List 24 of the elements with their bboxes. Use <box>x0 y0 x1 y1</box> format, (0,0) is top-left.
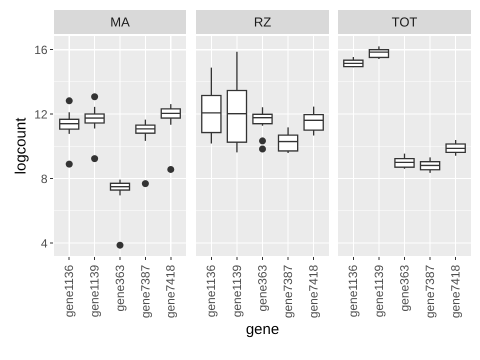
y-tick-label: 16 <box>34 42 48 57</box>
y-tick-label: 4 <box>40 236 48 250</box>
x-tick-label: gene1139 <box>230 264 244 318</box>
x-tick-label: gene1136 <box>62 264 76 318</box>
x-tick-label: gene7387 <box>280 264 295 318</box>
x-tick-label: gene7418 <box>306 264 321 318</box>
x-tick-label: gene7387 <box>422 264 437 318</box>
x-tick-label: gene363 <box>255 264 270 312</box>
x-tick-label: gene1136 <box>204 264 218 318</box>
y-tick-label: 8 <box>40 172 48 186</box>
x-tick-label: gene7387 <box>138 264 152 318</box>
x-tick-label: gene363 <box>397 264 412 312</box>
chart-title: TOT <box>392 14 418 30</box>
x-tick-label: gene1139 <box>372 264 386 318</box>
y-axis-title: logcount <box>12 116 30 174</box>
x-tick-label: gene1139 <box>88 264 102 318</box>
chart-title: MA <box>110 14 130 30</box>
x-tick-label: gene7418 <box>448 264 463 318</box>
y-tick-label: 12 <box>34 107 48 122</box>
x-tick-label: gene7418 <box>164 264 178 318</box>
chart-title: RZ <box>254 14 272 30</box>
x-axis-title: gene <box>246 321 280 338</box>
x-tick-label: gene1136 <box>346 264 360 318</box>
x-tick-label: gene363 <box>112 264 127 312</box>
